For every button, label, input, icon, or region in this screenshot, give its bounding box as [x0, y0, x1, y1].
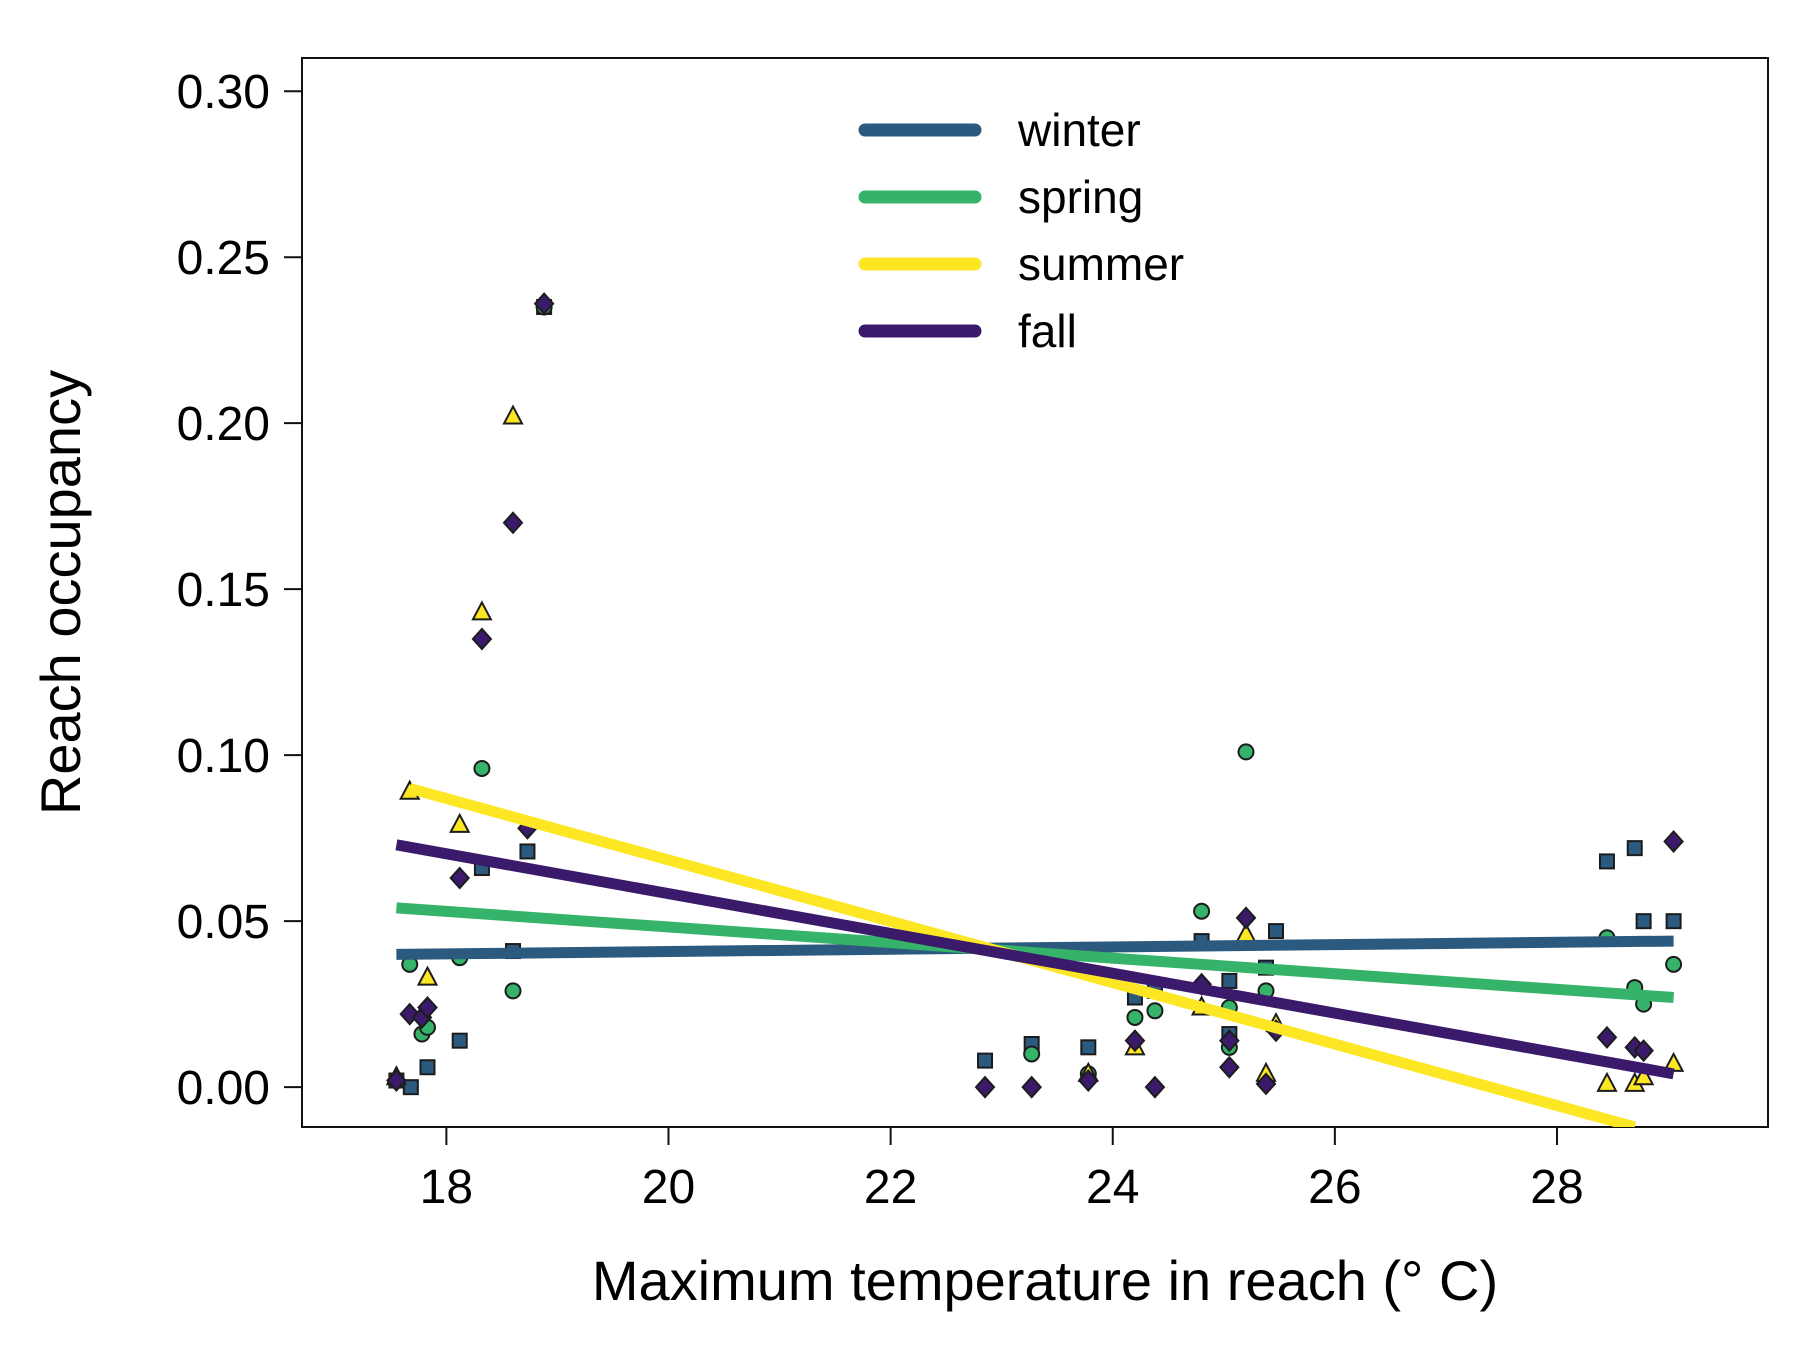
- data-point: [1021, 1075, 1043, 1099]
- data-point: [386, 1069, 407, 1093]
- data-point: [1665, 955, 1683, 973]
- data-point: [399, 1002, 421, 1026]
- data-point: [1124, 1029, 1146, 1053]
- y-tick-label: 0.10: [177, 730, 270, 783]
- data-point: [1146, 1002, 1164, 1020]
- data-point: [1663, 829, 1684, 853]
- data-point: [519, 843, 536, 860]
- legend-item-fall: fall: [858, 305, 1077, 357]
- data-point: [451, 1032, 468, 1049]
- data-point: [471, 600, 493, 621]
- series-fall-points: [386, 292, 1684, 1099]
- data-point: [1633, 1039, 1654, 1063]
- x-axis: 18 20 22 24 26 28: [420, 1127, 1584, 1214]
- legend-item-summer: summer: [858, 238, 1184, 290]
- data-point: [1598, 853, 1615, 870]
- data-point: [1144, 1075, 1166, 1099]
- series-winter-points: [388, 298, 1682, 1096]
- y-axis: 0.00 0.05 0.10 0.15 0.20 0.25 0.30: [177, 66, 302, 1115]
- y-tick-label: 0.15: [177, 564, 270, 617]
- x-tick-label: 26: [1308, 1161, 1361, 1214]
- data-point: [1237, 743, 1255, 761]
- x-tick-label: 28: [1530, 1161, 1583, 1214]
- y-tick-label: 0.30: [177, 66, 270, 119]
- y-tick-label: 0.20: [177, 398, 270, 451]
- data-points: [385, 292, 1685, 1099]
- y-tick-label: 0.00: [177, 1062, 270, 1115]
- data-point: [1235, 906, 1257, 930]
- trend-line-spring: [396, 902, 1674, 1004]
- plot-frame: [301, 57, 1769, 1128]
- data-point: [471, 627, 493, 651]
- trend-lines: [395, 783, 1675, 1127]
- legend-label: fall: [1018, 305, 1077, 357]
- data-point: [1077, 1069, 1099, 1093]
- x-tick-label: 18: [420, 1161, 473, 1214]
- data-point: [1221, 972, 1238, 989]
- y-tick-label: 0.25: [177, 232, 270, 285]
- x-tick-label: 20: [642, 1161, 695, 1214]
- y-tick-label: 0.05: [177, 896, 270, 949]
- data-point: [977, 1052, 994, 1069]
- x-tick-label: 22: [864, 1161, 917, 1214]
- data-point: [1632, 1065, 1655, 1086]
- data-point: [1023, 1045, 1041, 1063]
- data-point: [974, 1075, 996, 1099]
- data-point: [502, 404, 524, 425]
- data-point: [1665, 913, 1682, 930]
- data-point: [419, 1059, 436, 1076]
- data-point: [449, 866, 471, 890]
- legend-label: summer: [1018, 238, 1184, 290]
- data-point: [1596, 1071, 1618, 1092]
- data-point: [449, 812, 471, 833]
- x-axis-title: Maximum temperature in reach (° C): [592, 1249, 1498, 1312]
- legend-item-winter: winter: [858, 104, 1141, 156]
- legend: winter spring summer fall: [858, 104, 1184, 357]
- data-point: [1255, 1072, 1277, 1096]
- data-point: [1080, 1039, 1097, 1056]
- data-point: [1635, 913, 1652, 930]
- data-point: [1193, 902, 1211, 920]
- data-point: [1126, 1008, 1144, 1026]
- data-point: [417, 995, 438, 1019]
- data-point: [1596, 1025, 1618, 1049]
- x-tick-label: 24: [1086, 1161, 1139, 1214]
- data-point: [502, 511, 524, 535]
- data-point: [1268, 923, 1285, 940]
- data-point: [473, 759, 491, 777]
- data-point: [1219, 1029, 1240, 1053]
- y-axis-title: Reach occupancy: [29, 370, 92, 815]
- data-point: [402, 1079, 419, 1096]
- trend-line-fall: [395, 839, 1675, 1080]
- legend-label: spring: [1018, 171, 1143, 223]
- legend-item-spring: spring: [858, 171, 1143, 223]
- data-point: [1626, 840, 1643, 857]
- data-point: [533, 292, 555, 316]
- data-point: [1219, 1055, 1240, 1079]
- data-point: [504, 982, 522, 1000]
- legend-label: winter: [1017, 104, 1141, 156]
- plot-area: [385, 292, 1685, 1127]
- data-point: [416, 965, 439, 986]
